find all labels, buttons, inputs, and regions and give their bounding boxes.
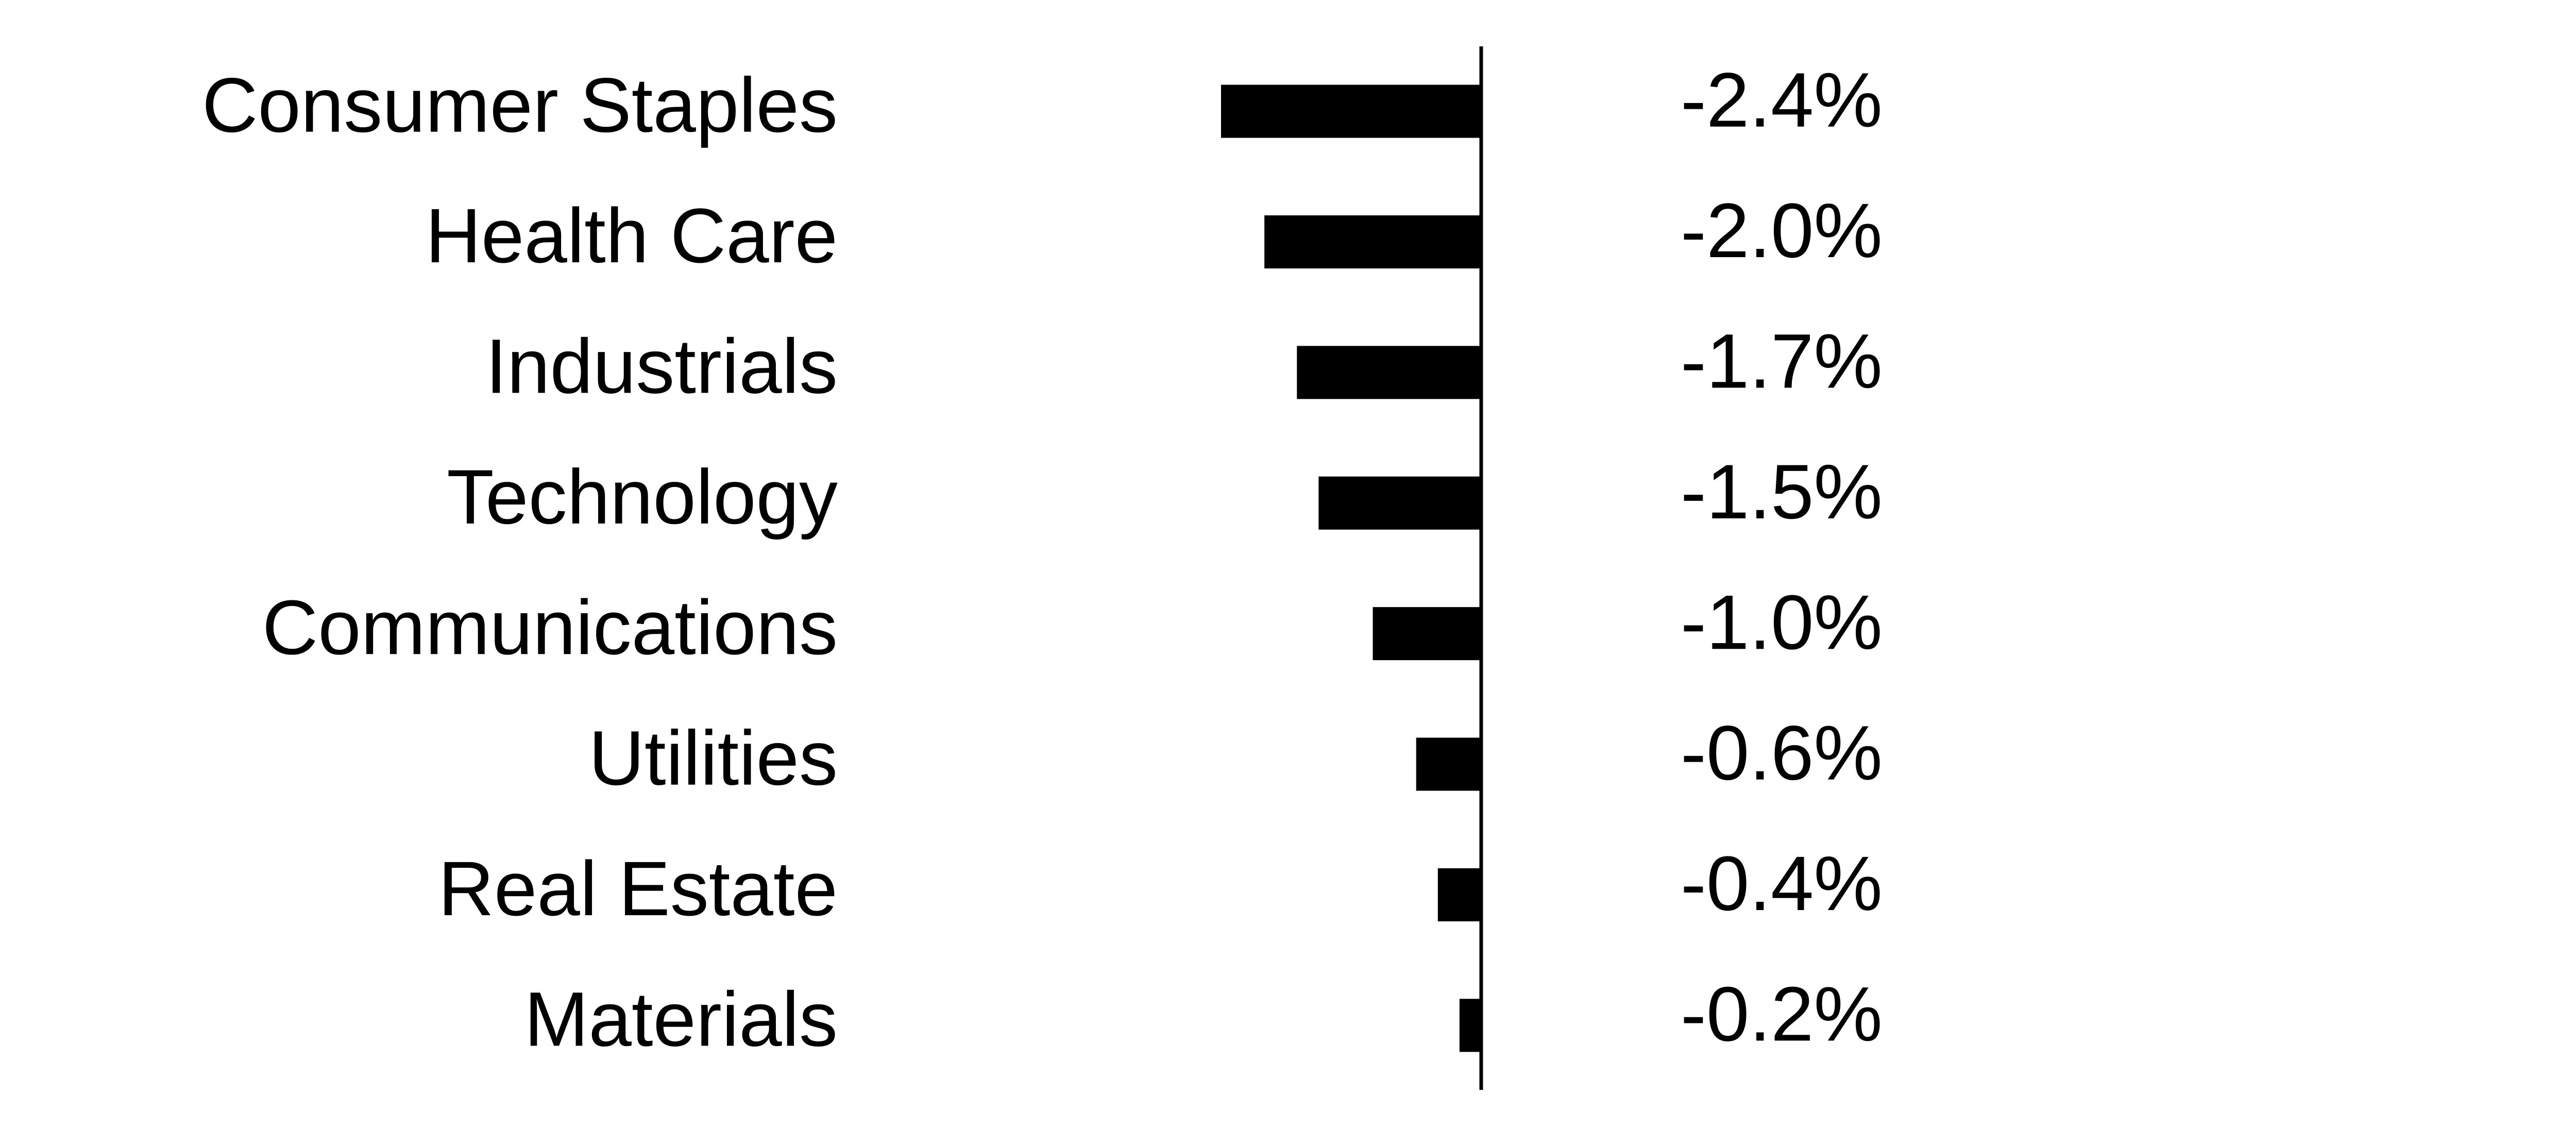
bar: [1297, 346, 1481, 399]
category-label: Communications: [262, 584, 838, 670]
category-label: Industrials: [485, 323, 838, 409]
bar: [1264, 215, 1481, 268]
bar: [1318, 476, 1481, 530]
category-label: Real Estate: [438, 845, 838, 932]
category-label: Technology: [447, 453, 838, 540]
category-label: Health Care: [426, 192, 838, 279]
value-label: -0.4%: [1681, 840, 1883, 927]
value-label: -1.0%: [1681, 579, 1883, 665]
bar: [1459, 999, 1481, 1052]
bar: [1416, 737, 1481, 791]
value-label: -0.2%: [1681, 970, 1883, 1057]
bar: [1221, 85, 1481, 138]
category-label: Materials: [524, 975, 838, 1062]
value-label: -2.0%: [1681, 187, 1883, 274]
bar: [1372, 607, 1481, 661]
category-label: Consumer Staples: [202, 62, 838, 148]
category-label: Utilities: [589, 715, 838, 801]
value-label: -2.4%: [1681, 57, 1883, 143]
value-label: -1.5%: [1681, 448, 1883, 535]
value-label: -1.7%: [1681, 317, 1883, 404]
value-label: -0.6%: [1681, 710, 1883, 796]
bar: [1437, 868, 1481, 921]
